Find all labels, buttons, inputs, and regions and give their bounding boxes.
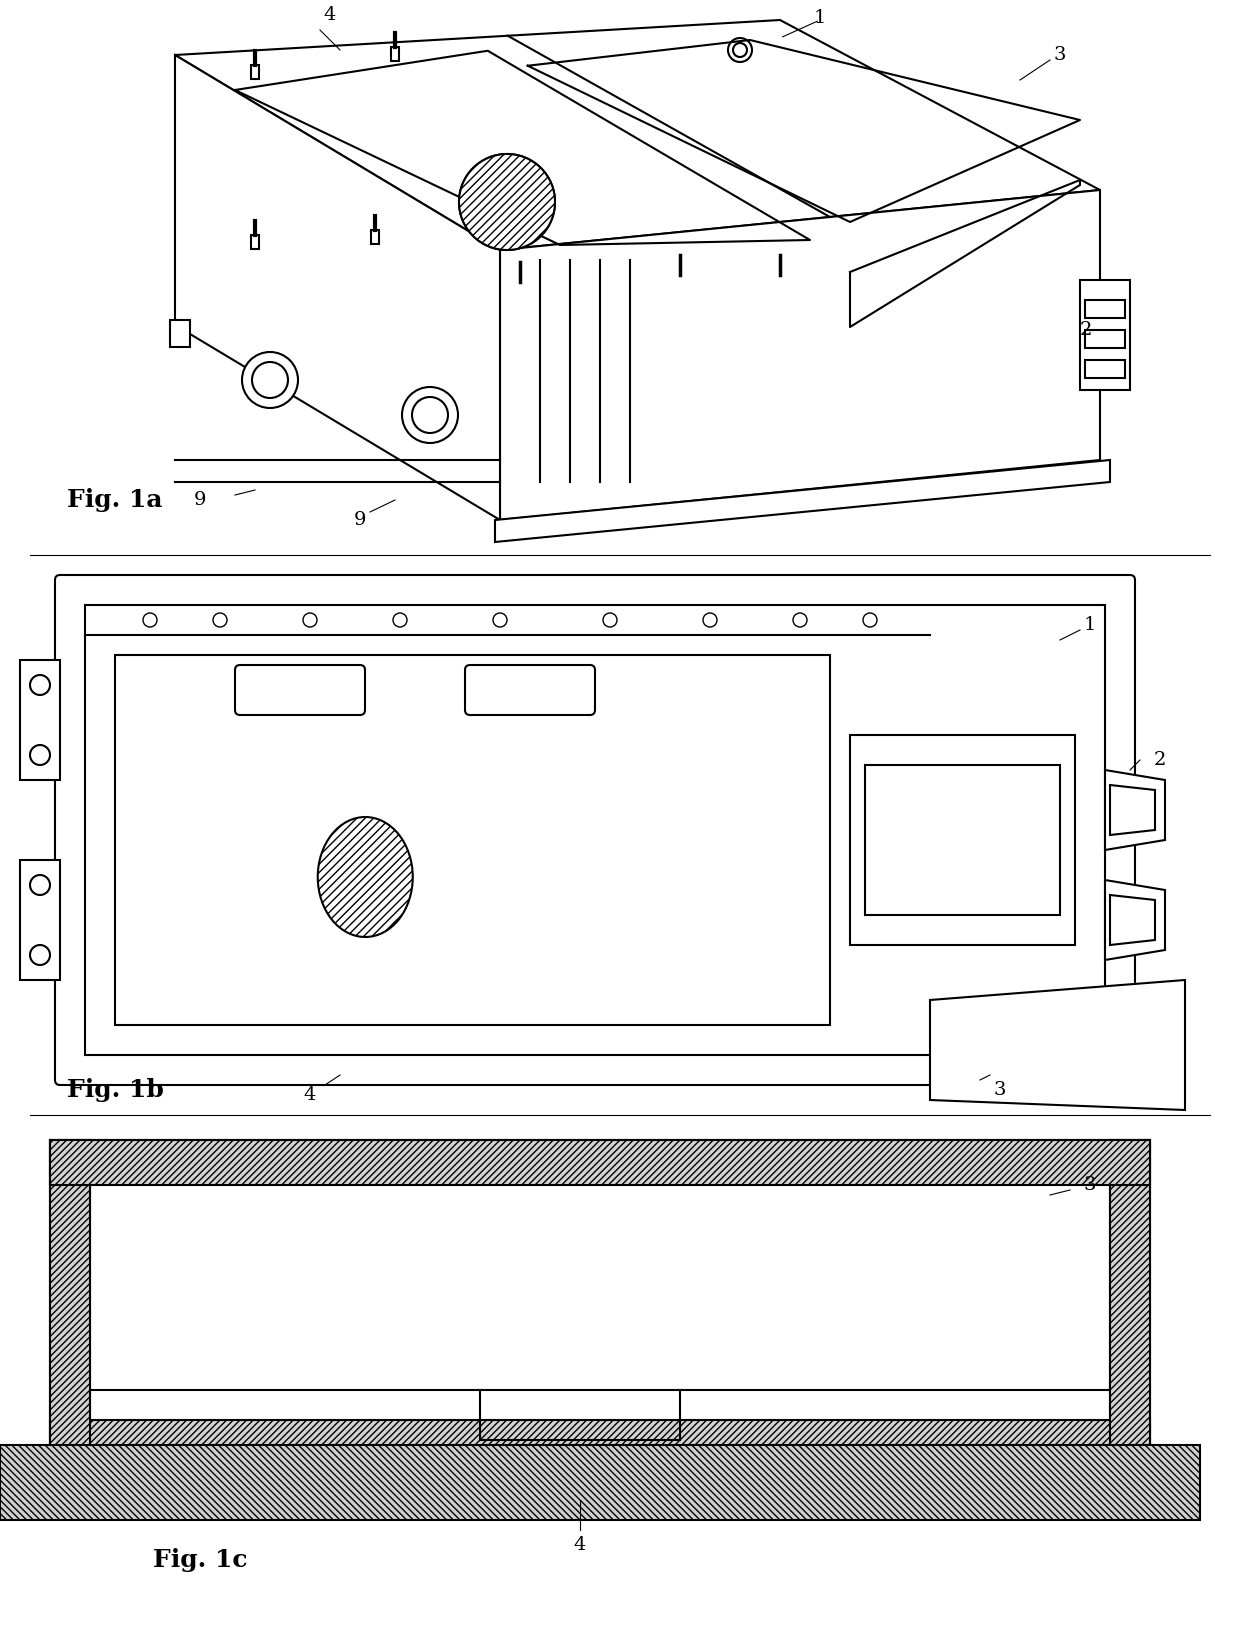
Polygon shape — [250, 235, 259, 248]
Text: 3: 3 — [1054, 46, 1066, 64]
Text: 3: 3 — [1084, 1176, 1096, 1194]
Polygon shape — [86, 605, 1105, 1054]
Polygon shape — [250, 66, 259, 79]
Polygon shape — [1110, 895, 1154, 944]
Text: 1: 1 — [1084, 615, 1096, 633]
Circle shape — [459, 155, 556, 250]
Polygon shape — [50, 1140, 91, 1480]
Polygon shape — [930, 980, 1185, 1110]
Ellipse shape — [317, 818, 413, 938]
Polygon shape — [175, 54, 500, 520]
Polygon shape — [495, 461, 1110, 541]
Text: Fig. 1c: Fig. 1c — [153, 1548, 247, 1573]
Text: 3: 3 — [993, 1081, 1006, 1099]
Polygon shape — [1080, 280, 1130, 390]
FancyBboxPatch shape — [55, 576, 1135, 1086]
Polygon shape — [1110, 1140, 1149, 1480]
Circle shape — [242, 352, 298, 408]
Polygon shape — [175, 20, 1100, 250]
Polygon shape — [1110, 785, 1154, 836]
Polygon shape — [1105, 770, 1166, 850]
Text: Fig. 1a: Fig. 1a — [67, 489, 162, 512]
Polygon shape — [50, 1140, 1149, 1184]
Polygon shape — [50, 1140, 91, 1480]
Polygon shape — [20, 860, 60, 980]
Text: 4: 4 — [574, 1536, 587, 1555]
FancyBboxPatch shape — [465, 665, 595, 716]
Text: Fig. 1b: Fig. 1b — [67, 1077, 164, 1102]
Text: 9: 9 — [353, 512, 366, 530]
Polygon shape — [1105, 880, 1166, 961]
Text: 4: 4 — [304, 1086, 316, 1104]
Polygon shape — [500, 191, 1100, 520]
Text: 1: 1 — [813, 8, 826, 26]
Polygon shape — [1085, 331, 1125, 349]
Polygon shape — [1110, 1005, 1154, 1045]
Polygon shape — [1110, 1140, 1149, 1480]
Text: 2: 2 — [1153, 752, 1166, 768]
Polygon shape — [0, 1444, 1200, 1520]
Polygon shape — [50, 1420, 1149, 1510]
Text: 2: 2 — [1080, 321, 1092, 339]
Polygon shape — [849, 735, 1075, 944]
Circle shape — [459, 155, 556, 250]
Circle shape — [402, 387, 458, 443]
FancyBboxPatch shape — [236, 665, 365, 716]
Polygon shape — [866, 765, 1060, 915]
Polygon shape — [1105, 990, 1166, 1059]
Polygon shape — [20, 660, 60, 780]
Text: 9: 9 — [193, 490, 206, 508]
Polygon shape — [371, 230, 379, 243]
Polygon shape — [1085, 360, 1125, 378]
Polygon shape — [170, 321, 190, 347]
Polygon shape — [115, 655, 830, 1025]
Text: 4: 4 — [324, 7, 336, 25]
Polygon shape — [91, 1140, 1110, 1390]
Polygon shape — [1085, 299, 1125, 317]
Polygon shape — [391, 48, 399, 61]
